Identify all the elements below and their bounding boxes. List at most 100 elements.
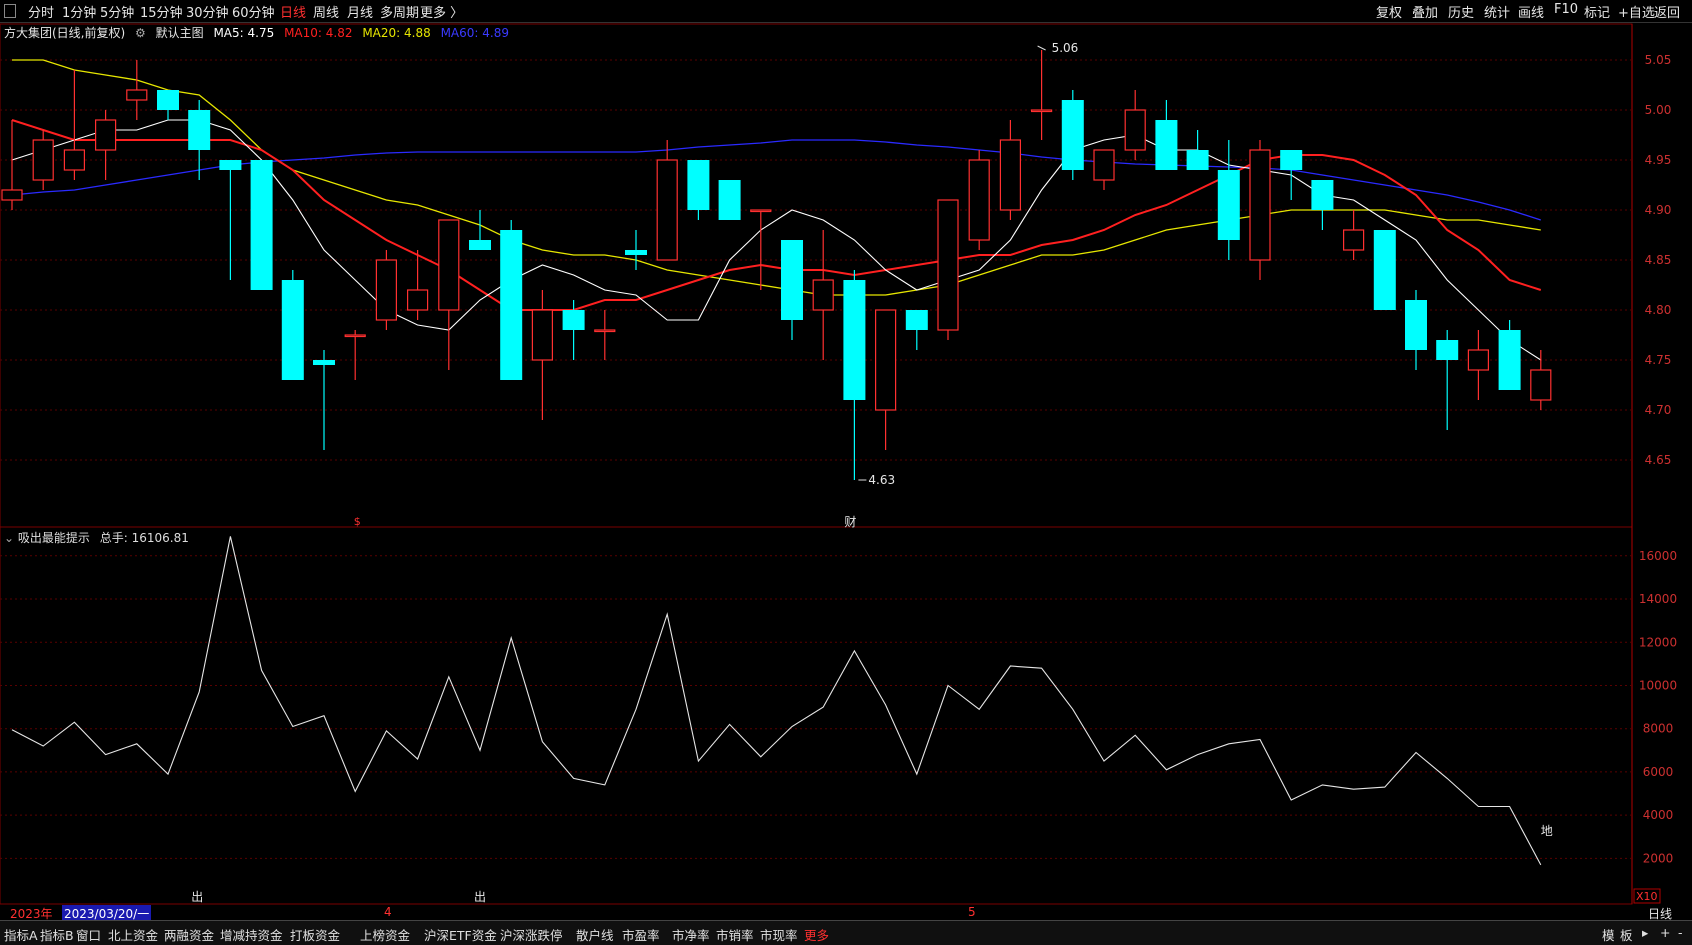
tab-4[interactable]: 30分钟: [186, 6, 229, 21]
period-toolbar: 分时 1分钟 5分钟 15分钟 30分钟 60分钟 日线 周线 月线 多周期 更多 〉 复权 叠加 历史…: [0, 0, 1692, 23]
indicator-total: 总手: 16106.81: [99, 531, 189, 545]
low-price-label: 4.63: [868, 473, 895, 487]
period-label: 日线: [1648, 907, 1673, 921]
scale-x10-label: X10: [1636, 890, 1658, 903]
candle-body-down: [313, 360, 335, 365]
price-tick-label: 4.80: [1645, 303, 1672, 317]
bottom-tab-0[interactable]: 指标A: [4, 928, 38, 943]
out-signal-label: 出: [474, 890, 486, 904]
bottom-tab-7[interactable]: 上榜资金: [360, 928, 411, 943]
bottom-right-button-0[interactable]: 模: [1602, 928, 1615, 943]
candle-body-down: [1373, 230, 1396, 310]
candle-body-down: [1436, 340, 1459, 360]
candle-body-down: [1311, 180, 1334, 210]
indicator-line: [11, 536, 1542, 866]
year-label: 2023年: [10, 907, 53, 921]
candle-body-down: [219, 160, 242, 170]
bottom-tab-15[interactable]: 更多: [804, 928, 830, 943]
price-tick-label: 5.05: [1645, 53, 1672, 67]
candle-body-down: [469, 240, 491, 250]
bottom-tab-5[interactable]: 增减持资金: [220, 928, 283, 943]
tab-2[interactable]: 5分钟: [100, 6, 135, 21]
tab-0[interactable]: 分时: [28, 6, 55, 21]
price-tick-label: 5.00: [1645, 103, 1672, 117]
bottom-right-button-3[interactable]: +: [1660, 925, 1671, 940]
tab-1[interactable]: 1分钟: [62, 6, 97, 21]
candle-body-up: [1467, 349, 1490, 371]
bottom-indicator-bar: 指标A 指标B 窗口 北上资金 两融资金 增减持资金 打板资金 上榜资金 沪深ETF资金 沪深涨跌…: [0, 920, 1692, 945]
toolbar-button-2[interactable]: 历史: [1448, 6, 1475, 21]
price-tick-label: 4.70: [1645, 403, 1672, 417]
indicator-tick-label: 4000: [1643, 808, 1674, 822]
candle-body-up: [937, 199, 959, 331]
candle-body-up: [999, 139, 1022, 211]
bottom-right-button-1[interactable]: 板: [1620, 928, 1633, 943]
candle-body-down: [1217, 170, 1240, 240]
bottom-tab-4[interactable]: 两融资金: [164, 928, 215, 943]
scale-x10-box: [1633, 888, 1661, 904]
toolbar-button-6[interactable]: 标记: [1584, 6, 1611, 21]
toolbar-button-8[interactable]: 返回: [1654, 6, 1681, 21]
bottom-tab-13[interactable]: 市销率: [716, 928, 754, 943]
candle-body-down: [1280, 150, 1303, 170]
candle-body-down: [500, 230, 523, 380]
indicator-tick-label: 6000: [1643, 765, 1674, 779]
gear-icon[interactable]: ⚙: [135, 26, 146, 40]
event-marker: $: [354, 515, 361, 528]
bottom-tab-3[interactable]: 北上资金: [108, 928, 159, 943]
bottom-tab-6[interactable]: 打板资金: [290, 928, 341, 943]
candle-body-down: [281, 280, 304, 380]
high-marker-arrow: [1037, 45, 1046, 51]
candle-body-down: [905, 310, 928, 330]
bottom-tab-11[interactable]: 市盈率: [622, 928, 660, 943]
candle-body-up: [375, 259, 397, 321]
bottom-tab-1[interactable]: 指标B: [40, 928, 74, 943]
candle-body-up: [874, 309, 897, 411]
collapse-icon[interactable]: ⌄: [4, 531, 18, 545]
tab-9[interactable]: 多周期: [380, 6, 420, 21]
candle-body-up: [344, 334, 366, 338]
bottom-tab-8[interactable]: 沪深ETF资金: [424, 928, 497, 943]
toolbar-button-3[interactable]: 统计: [1484, 6, 1511, 21]
candle-body-up: [63, 149, 86, 171]
candle-body-up: [438, 219, 460, 311]
toolbar-button-4[interactable]: 画线: [1518, 6, 1545, 21]
candle-body-down: [843, 280, 866, 400]
tab-7[interactable]: 周线: [313, 6, 340, 21]
indicator-legend: ⌄ 吸出最能提示 总手: 16106.81: [4, 529, 189, 546]
toolbar-button-5[interactable]: F10: [1554, 2, 1579, 17]
month-5-label: 5: [968, 905, 976, 919]
tab-3[interactable]: 15分钟: [140, 6, 183, 21]
bottom-tab-9[interactable]: 沪深涨跌停: [500, 928, 563, 943]
tab-6[interactable]: 日线: [280, 6, 307, 21]
indicator-tick-label: 14000: [1639, 592, 1677, 606]
indicator-tick-label: 16000: [1639, 549, 1677, 563]
tab-10[interactable]: 更多 〉: [420, 6, 464, 21]
candle-body-up: [594, 329, 616, 333]
candle-body-up: [94, 119, 117, 151]
toolbar-button-0[interactable]: 复权: [1376, 6, 1403, 21]
tab-8[interactable]: 月线: [347, 6, 374, 21]
toolbar-button-7[interactable]: +自选: [1618, 6, 1655, 21]
candle-body-up: [1342, 229, 1365, 251]
bottom-tab-2[interactable]: 窗口: [76, 928, 102, 943]
bottom-right-button-4[interactable]: -: [1678, 925, 1683, 940]
candle-body-up: [1, 189, 23, 201]
menu-icon[interactable]: [4, 4, 16, 18]
candle-body-up: [531, 309, 554, 361]
bottom-tab-12[interactable]: 市净率: [672, 928, 710, 943]
toolbar-button-1[interactable]: 叠加: [1412, 6, 1439, 21]
candle-body-up: [750, 209, 772, 213]
bottom-right-button-2[interactable]: ▸: [1642, 925, 1649, 940]
candle-body-down: [157, 90, 179, 110]
bottom-tab-10[interactable]: 散户线: [576, 928, 614, 943]
price-tick-label: 4.75: [1645, 353, 1672, 367]
candle-body-up: [656, 159, 678, 261]
candle-body-up: [1249, 149, 1271, 261]
bottom-tab-14[interactable]: 市现率: [760, 928, 798, 943]
tab-5[interactable]: 60分钟: [232, 6, 275, 21]
month-4-label: 4: [384, 905, 392, 919]
stock-title: 方大集团(日线,前复权): [4, 26, 126, 40]
indicator-title: 吸出最能提示: [17, 531, 90, 545]
